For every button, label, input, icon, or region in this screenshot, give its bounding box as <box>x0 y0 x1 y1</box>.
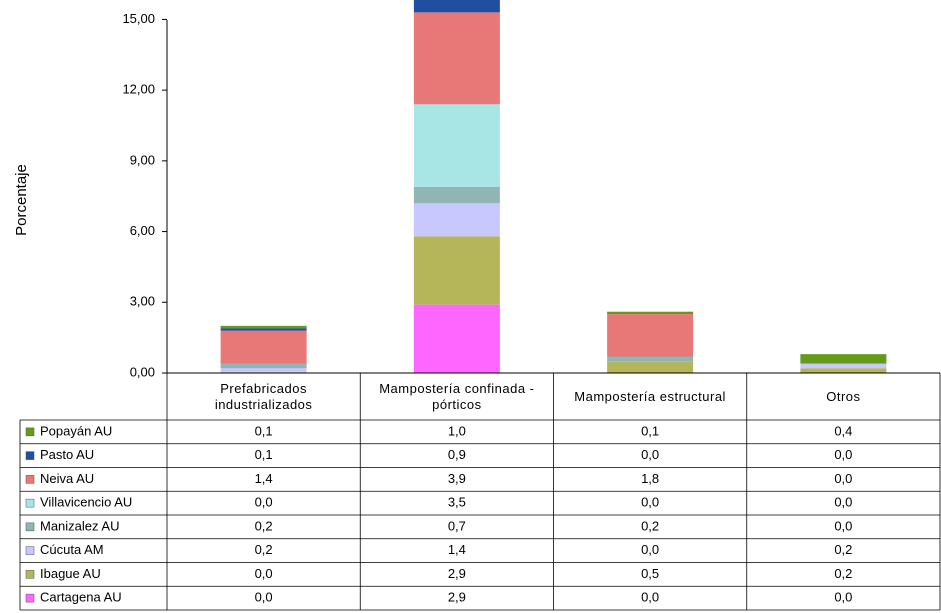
table-value: 0,0 <box>641 542 659 557</box>
table-value: 0,2 <box>255 518 273 533</box>
legend-swatch <box>25 451 35 460</box>
y-tick-label: 3,00 <box>130 294 155 309</box>
table-value: 1,4 <box>448 542 466 557</box>
table-value: 0,0 <box>834 447 852 462</box>
table-value: 2,9 <box>448 590 466 605</box>
y-tick-label: 15,00 <box>122 11 155 26</box>
y-tick-label: 6,00 <box>130 223 155 238</box>
table-value: 0,0 <box>641 447 659 462</box>
table-value: 0,0 <box>255 590 273 605</box>
table-value: 0,5 <box>641 566 659 581</box>
table-value: 0,7 <box>448 518 466 533</box>
x-tick-label: Mampostería confinada - pórticos <box>379 380 535 412</box>
table-value: 0,0 <box>641 590 659 605</box>
table-value: 0,0 <box>834 471 852 486</box>
plot <box>220 0 887 373</box>
legend-swatch <box>25 427 35 437</box>
x-tick-label: Mampostería estructural <box>574 388 726 404</box>
legend-swatch <box>25 522 35 532</box>
table-value: 1,0 <box>448 423 466 438</box>
table-value: 0,0 <box>834 495 852 510</box>
bar-segment <box>220 330 307 364</box>
table-value: 0,0 <box>255 495 273 510</box>
bar-segment <box>413 236 500 305</box>
table-value: 3,9 <box>448 471 466 486</box>
y-tick-label: 9,00 <box>130 152 155 167</box>
y-tick-label: 0,00 <box>130 364 155 379</box>
bar-segment <box>607 361 694 373</box>
bar-segment <box>413 104 500 187</box>
bar-segment <box>413 0 500 13</box>
y-tick-label: 12,00 <box>122 82 155 97</box>
legend-label: Villavicencio AU <box>40 495 132 510</box>
y-axis-title: Porcentaje <box>13 164 30 236</box>
table-value: 0,1 <box>255 423 273 438</box>
bar-segment <box>607 314 694 357</box>
legend-swatch <box>25 475 35 484</box>
legend-label: Cúcuta AM <box>40 542 104 557</box>
table-value: 0,2 <box>834 566 852 581</box>
legend-label: Ibague AU <box>40 566 101 581</box>
table-value: 3,5 <box>448 495 466 510</box>
bar-segment <box>607 311 694 315</box>
x-tick-label: Prefabricados industrializados <box>214 380 313 412</box>
table-value: 0,2 <box>255 542 273 557</box>
table-value: 0,0 <box>834 518 852 533</box>
table-value: 0,1 <box>255 447 273 462</box>
bar-segment <box>413 12 500 105</box>
legend-swatch <box>25 498 35 508</box>
legend-swatch <box>25 570 35 579</box>
bar-segment <box>800 368 887 373</box>
bar-segment <box>220 325 307 329</box>
bar-segment <box>413 186 500 204</box>
bar-segment <box>413 304 500 373</box>
table-value: 0,2 <box>641 518 659 533</box>
legend-label: Popayán AU <box>40 423 112 438</box>
bar-segment <box>800 363 887 369</box>
legend-label: Cartagena AU <box>40 590 122 605</box>
table-value: 1,4 <box>255 471 273 486</box>
x-tick-label: Otros <box>826 388 861 404</box>
table-value: 0,1 <box>641 423 659 438</box>
legend-swatch <box>25 593 35 603</box>
table-value: 0,9 <box>448 447 466 462</box>
table-value: 0,2 <box>834 542 852 557</box>
legend-label: Pasto AU <box>40 447 94 462</box>
bar-segment <box>220 328 307 331</box>
table-value: 0,0 <box>641 495 659 510</box>
bar-segment <box>220 363 307 369</box>
table-value: 0,4 <box>834 423 852 438</box>
legend-label: Manizalez AU <box>40 518 119 533</box>
table-value: 2,9 <box>448 566 466 581</box>
bar-segment <box>800 354 887 364</box>
table-value: 0,0 <box>255 566 273 581</box>
legend-label: Neiva AU <box>40 471 94 486</box>
table-value: 0,0 <box>834 590 852 605</box>
legend-swatch <box>25 546 35 555</box>
bar-segment <box>413 203 500 237</box>
bar-segment <box>607 356 694 362</box>
bar-segment <box>220 368 307 373</box>
table-value: 1,8 <box>641 471 659 486</box>
